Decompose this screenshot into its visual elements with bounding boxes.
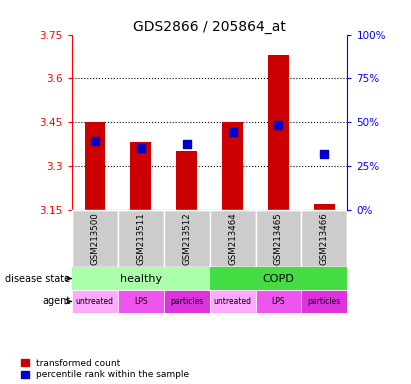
Bar bbox=[72, 210, 118, 267]
Text: disease state: disease state bbox=[5, 273, 71, 283]
Bar bbox=[301, 210, 347, 267]
Bar bbox=[268, 55, 289, 210]
Bar bbox=[118, 210, 164, 267]
Bar bbox=[210, 290, 256, 313]
Point bbox=[229, 129, 236, 135]
Point bbox=[92, 138, 98, 144]
Bar bbox=[256, 290, 301, 313]
Text: GSM213464: GSM213464 bbox=[228, 212, 237, 265]
Point bbox=[183, 141, 190, 147]
Point bbox=[137, 145, 144, 151]
Bar bbox=[164, 210, 210, 267]
Legend: transformed count, percentile rank within the sample: transformed count, percentile rank withi… bbox=[21, 359, 189, 379]
Bar bbox=[314, 204, 335, 210]
Bar bbox=[72, 290, 118, 313]
Point bbox=[275, 122, 282, 128]
Text: GSM213511: GSM213511 bbox=[136, 212, 145, 265]
Bar bbox=[210, 267, 347, 290]
Bar bbox=[256, 210, 301, 267]
Text: particles: particles bbox=[170, 297, 203, 306]
Text: particles: particles bbox=[308, 297, 341, 306]
Bar bbox=[85, 122, 105, 210]
Bar bbox=[176, 151, 197, 210]
Title: GDS2866 / 205864_at: GDS2866 / 205864_at bbox=[133, 20, 286, 33]
Point bbox=[321, 151, 328, 157]
Text: COPD: COPD bbox=[263, 273, 294, 283]
Text: GSM213465: GSM213465 bbox=[274, 212, 283, 265]
Bar bbox=[72, 267, 210, 290]
Text: untreated: untreated bbox=[76, 297, 114, 306]
Text: GSM213466: GSM213466 bbox=[320, 212, 329, 265]
Text: LPS: LPS bbox=[134, 297, 148, 306]
Text: agent: agent bbox=[42, 296, 71, 306]
Bar bbox=[222, 122, 243, 210]
Text: GSM213500: GSM213500 bbox=[90, 212, 99, 265]
Bar bbox=[118, 290, 164, 313]
Bar bbox=[130, 142, 151, 210]
Bar bbox=[301, 290, 347, 313]
Text: healthy: healthy bbox=[120, 273, 162, 283]
Bar bbox=[210, 210, 256, 267]
Text: untreated: untreated bbox=[214, 297, 252, 306]
Bar bbox=[164, 290, 210, 313]
Text: GSM213512: GSM213512 bbox=[182, 212, 191, 265]
Text: LPS: LPS bbox=[272, 297, 285, 306]
